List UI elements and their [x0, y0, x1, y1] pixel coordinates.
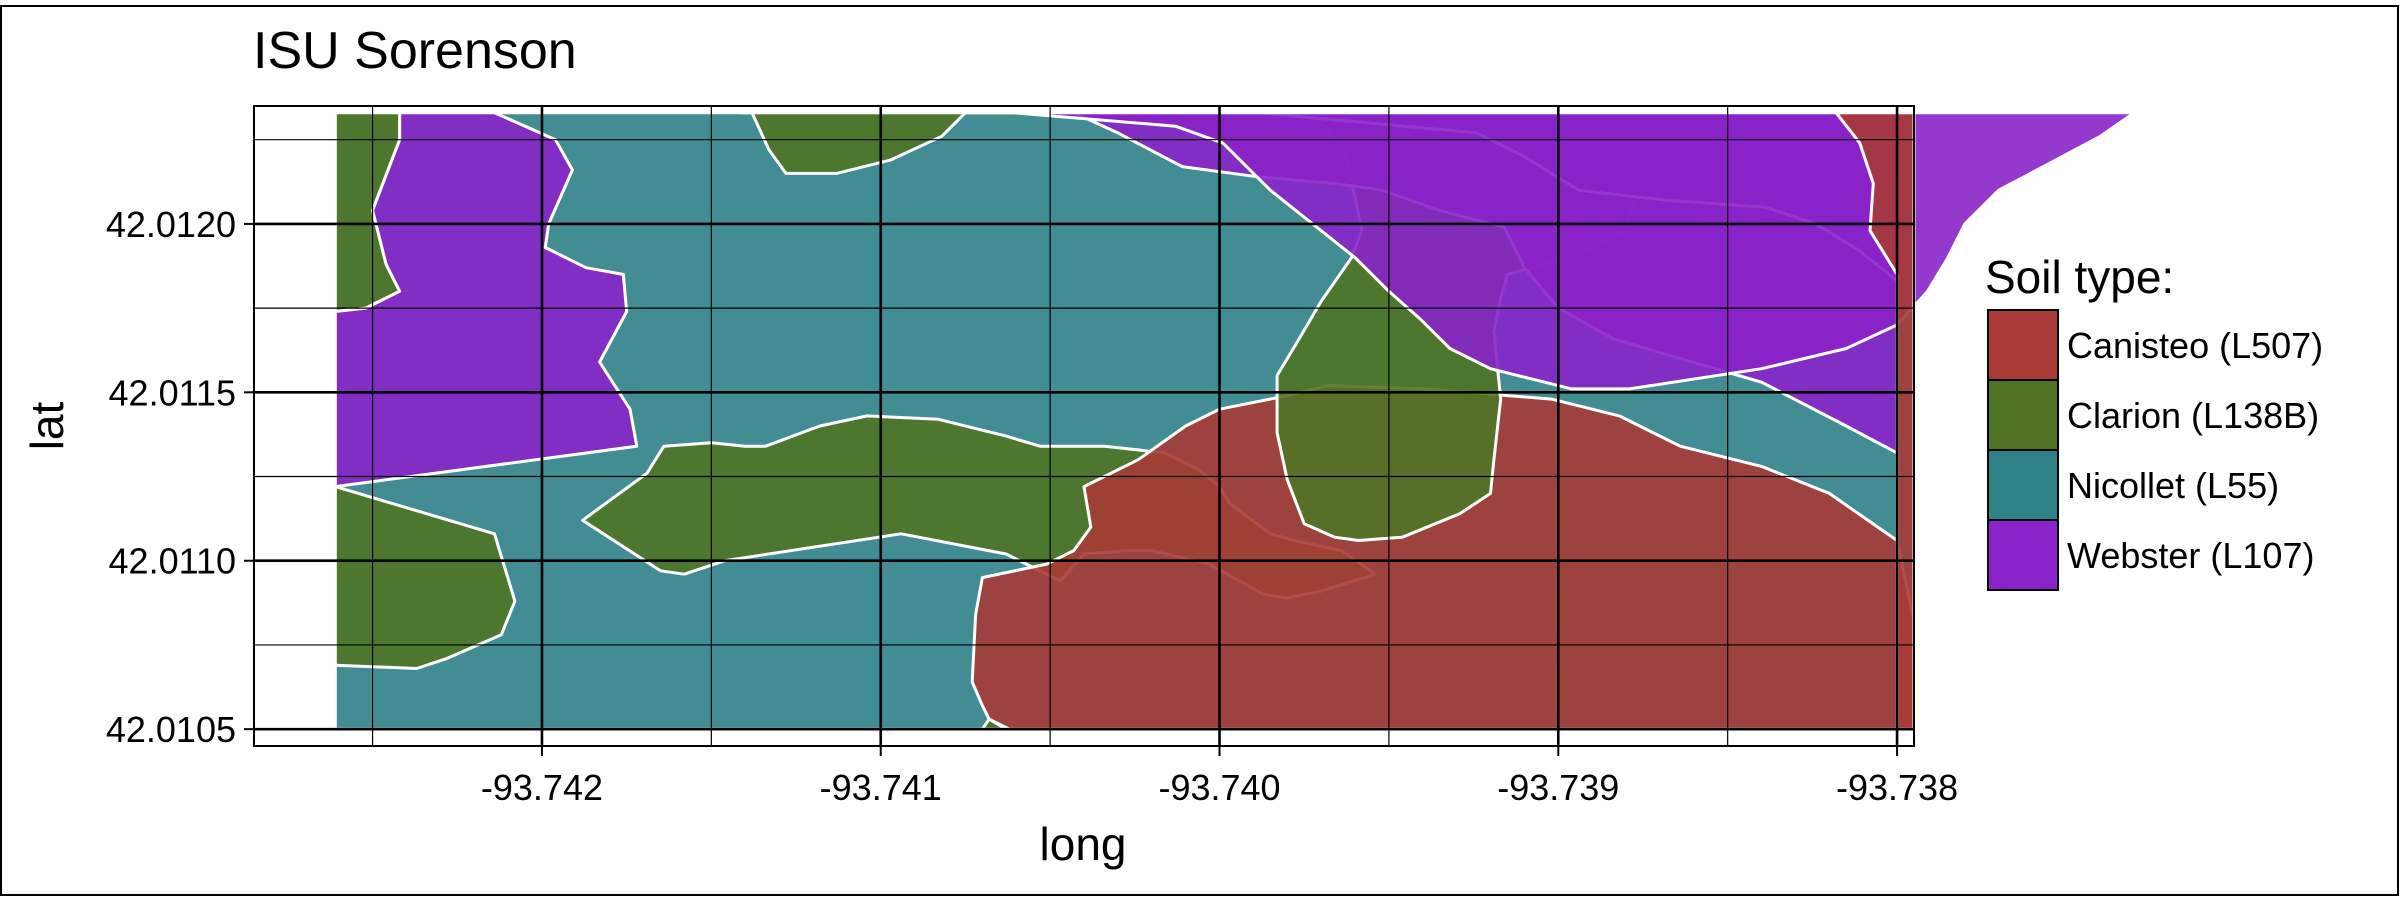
- y-axis-label: lat: [21, 401, 73, 450]
- chart-title: ISU Sorenson: [253, 22, 577, 80]
- legend-title: Soil type:: [1985, 251, 2174, 303]
- x-tick-label-1: -93.741: [820, 767, 942, 808]
- soil-region-11: [750, 111, 967, 175]
- legend: Soil type: Canisteo (L507) Clarion (L138B…: [1985, 251, 2323, 591]
- x-tick-label-4: -93.738: [1836, 767, 1958, 808]
- legend-label-1: Clarion (L138B): [2067, 395, 2319, 436]
- legend-key-2: [1987, 449, 2059, 521]
- legend-key-0: [1987, 309, 2059, 381]
- x-tick-label-2: -93.740: [1158, 767, 1280, 808]
- map-panel: [253, 105, 2136, 747]
- soil-regions: [333, 111, 2136, 731]
- legend-label-2: Nicollet (L55): [2067, 465, 2279, 506]
- legend-label-3: Webster (L107): [2067, 535, 2314, 576]
- x-axis-label: long: [1040, 818, 1127, 870]
- y-tick-label-3: 42.0120: [106, 204, 236, 245]
- y-tick-label-0: 42.0105: [106, 709, 236, 750]
- grid-lines: [254, 106, 1914, 746]
- y-tick-label-1: 42.0110: [109, 541, 236, 582]
- axis-ticks: -93.742 -93.741 -93.740 -93.739 -93.738 42.01…: [106, 204, 1958, 808]
- x-tick-label-3: -93.739: [1497, 767, 1619, 808]
- y-tick-label-2: 42.0115: [109, 372, 236, 413]
- legend-key-3: [1987, 519, 2059, 591]
- x-tick-label-0: -93.742: [481, 767, 603, 808]
- legend-key-1: [1987, 379, 2059, 451]
- panel-border: [253, 105, 1915, 747]
- soil-region-3: [333, 485, 517, 670]
- legend-label-0: Canisteo (L507): [2067, 325, 2323, 366]
